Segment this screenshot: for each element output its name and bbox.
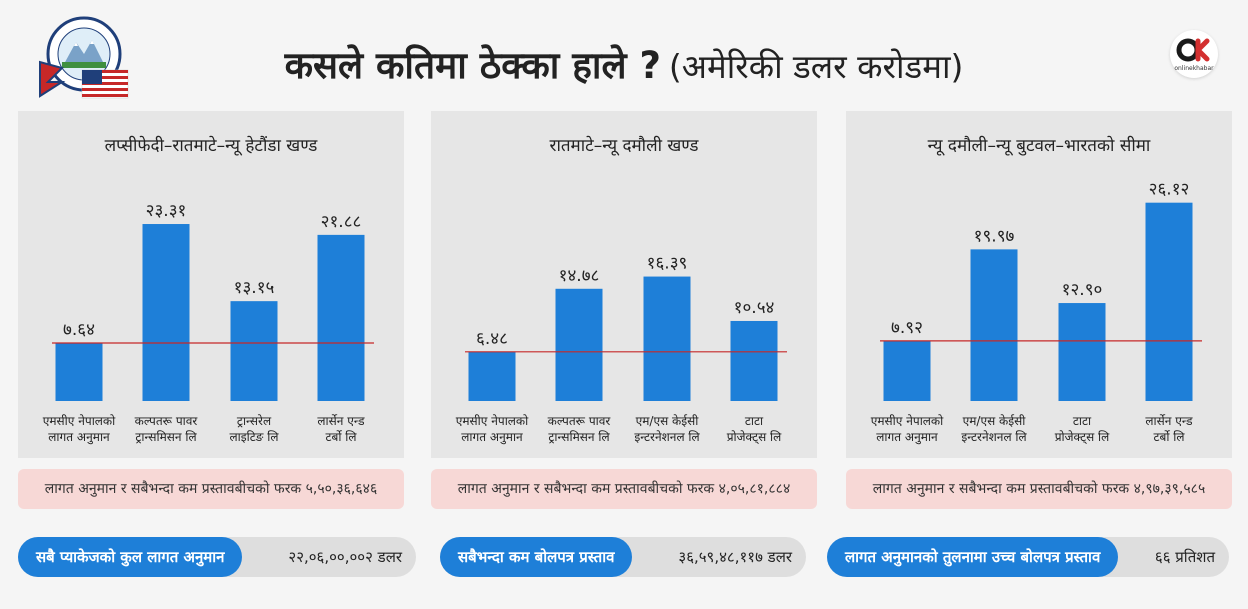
bar <box>1145 202 1193 401</box>
bar <box>730 320 778 401</box>
summary-value: ६६ प्रतिशत <box>1154 548 1215 566</box>
category-label: कल्पतरू पावर <box>135 414 199 428</box>
difference-note-2: लागत अनुमान र सबैभन्दा कम प्रस्तावबीचको … <box>431 469 817 509</box>
summary-label: लागत अनुमानको तुलनामा उच्च बोलपत्र प्रस्… <box>827 537 1119 577</box>
category-label: प्रोजेक्ट्स लि <box>727 430 782 445</box>
category-label: एमसीए नेपालको <box>871 414 944 428</box>
bar-chart-1: ७.६४ एमसीए नेपालको लागत अनुमान २३.३१ कल्पतरू… <box>43 201 374 445</box>
bar <box>643 276 691 401</box>
category-label: एमसीए नेपालको <box>43 414 116 428</box>
page-title: कसले कतिमा ठेक्का हाले ? (अमेरिकी डलर करो… <box>0 38 1248 89</box>
category-label: इन्टरनेशनल लि <box>634 430 700 444</box>
category-label: प्रोजेक्ट्स लि <box>1055 430 1110 445</box>
category-label: लागत अनुमान <box>461 430 523 445</box>
chart-title: न्यू दमौली–न्यू बुटवल–भारतको सीमा <box>927 136 1151 156</box>
category-label: लागत अनुमान <box>876 430 938 445</box>
category-label: टाटा <box>1073 414 1092 428</box>
category-label: एमसीए नेपालको <box>456 414 529 428</box>
summary-lowest-bid: सबैभन्दा कम बोलपत्र प्रस्ताव ३६,५९,४८,११… <box>440 537 806 577</box>
summary-higher-bid-percent: लागत अनुमानको तुलनामा उच्च बोलपत्र प्रस्… <box>827 537 1229 577</box>
difference-note-3: लागत अनुमान र सबैभन्दा कम प्रस्तावबीचको … <box>846 469 1232 509</box>
category-label: एम/एस केईसी <box>963 414 1027 428</box>
category-label: इन्टरनेशनल लि <box>961 430 1027 444</box>
data-label: १२.९० <box>1062 280 1103 300</box>
summary-total-estimate: सबै प्याकेजको कुल लागत अनुमान २२,०६,००,०… <box>18 537 416 577</box>
bar <box>468 351 516 401</box>
category-label: लार्सेन एन्ड <box>1145 414 1193 428</box>
summary-value: २२,०६,००,००२ डलर <box>288 548 402 566</box>
category-label: ट्रान्समिसन लि <box>548 430 610 444</box>
chart-panel-1: लप्सीफेदी–रातमाटे–न्यू हेटौंडा खण्ड ७.६४… <box>18 111 404 458</box>
bar <box>230 301 278 401</box>
data-label: १९.९७ <box>974 226 1015 246</box>
mca-nepal-logo <box>39 16 129 99</box>
category-label: ट्रान्समिसन लि <box>135 430 197 444</box>
category-label: लागत अनुमान <box>48 430 110 445</box>
onlinekhabar-logo: onlinekhabar <box>1170 30 1218 78</box>
chart-title: रातमाटे–न्यू दमौली खण्ड <box>549 136 699 156</box>
chart-panel-3: न्यू दमौली–न्यू बुटवल–भारतको सीमा ७.९२ एम… <box>846 111 1232 458</box>
bar <box>317 234 365 401</box>
bar <box>883 340 931 401</box>
data-label: ६.४८ <box>476 329 508 349</box>
summary-label: सबै प्याकेजको कुल लागत अनुमान <box>18 537 243 577</box>
category-label: टाटा <box>745 414 764 428</box>
bar-chart-3: ७.९२ एमसीए नेपालको लागत अनुमान १९.९७ एम/एस क… <box>871 180 1202 445</box>
category-label: लार्सेन एन्ड <box>317 414 365 428</box>
category-label: टर्बो लि <box>325 430 357 444</box>
bar <box>555 288 603 401</box>
chart-title: लप्सीफेदी–रातमाटे–न्यू हेटौंडा खण्ड <box>104 136 318 156</box>
chart-panel-2: रातमाटे–न्यू दमौली खण्ड ६.४८ एमसीए नेपालक… <box>431 111 817 458</box>
data-label: १६.३९ <box>647 254 688 274</box>
summary-label: सबैभन्दा कम बोलपत्र प्रस्ताव <box>440 537 633 577</box>
data-label: ७.६४ <box>63 320 95 340</box>
data-label: ७.९२ <box>891 318 923 338</box>
difference-note-1: लागत अनुमान र सबैभन्दा कम प्रस्तावबीचको … <box>18 469 404 509</box>
bar <box>142 224 190 401</box>
data-label: २१.८८ <box>321 212 362 232</box>
data-label: २६.१२ <box>1149 180 1190 200</box>
data-label: १०.५४ <box>734 298 775 318</box>
title-unit: (अमेरिकी डलर करोडमा) <box>668 47 964 86</box>
category-label: कल्पतरू पावर <box>548 414 612 428</box>
summary-value: ३६,५९,४८,११७ डलर <box>678 548 792 566</box>
bar <box>970 249 1018 401</box>
onlinekhabar-wordmark: onlinekhabar <box>1174 65 1214 72</box>
data-label: १३.१५ <box>234 278 275 298</box>
bar-chart-2: ६.४८ एमसीए नेपालको लागत अनुमान १४.७८ कल्पतरू… <box>456 254 787 445</box>
category-label: टर्बो लि <box>1153 430 1185 444</box>
data-label: २३.३१ <box>146 201 187 221</box>
bar <box>1058 303 1106 401</box>
bar <box>55 342 103 401</box>
category-label: एम/एस केईसी <box>636 414 700 428</box>
title-main: कसले कतिमा ठेक्का हाले ? <box>284 44 661 87</box>
data-label: १४.७८ <box>559 266 600 286</box>
category-label: लाइटिङ लि <box>230 430 280 444</box>
category-label: ट्रान्सरेल <box>237 414 272 428</box>
